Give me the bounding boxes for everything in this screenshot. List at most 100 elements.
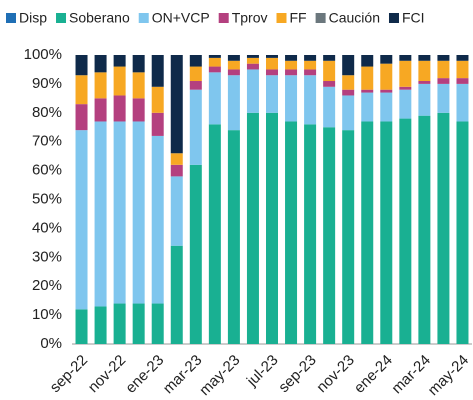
bar-segment [361, 55, 374, 67]
legend-label: FF [290, 10, 307, 26]
bar-segment [189, 81, 202, 90]
legend-swatch [6, 13, 16, 23]
bar-segment [189, 55, 202, 67]
bar-segment [170, 164, 183, 177]
legend-label: Disp [19, 10, 47, 26]
bar-segment [151, 86, 164, 113]
bar-segment [399, 60, 412, 87]
bar-segment [208, 66, 221, 73]
bar-segment [399, 118, 412, 344]
bar-segment [113, 95, 126, 122]
bar-segment [94, 72, 107, 99]
bar-segment [151, 55, 164, 87]
bar-segment [361, 121, 374, 344]
bar-segment [285, 121, 298, 344]
bar-segment [323, 81, 336, 87]
bar-segment [285, 75, 298, 122]
bar-segment [456, 78, 469, 84]
bar-segment [94, 98, 107, 122]
bar-segment [246, 63, 259, 70]
x-tick-label: may-24 [425, 352, 472, 399]
bar-segment [399, 55, 412, 61]
bar-segment [418, 55, 431, 61]
bar-segment [342, 55, 355, 76]
bar-segment [437, 83, 450, 113]
bar-segment [437, 78, 450, 84]
bar-segment [94, 306, 107, 344]
y-tick-label: 60% [32, 162, 62, 179]
bar-segment [285, 69, 298, 76]
y-tick-label: 80% [32, 104, 62, 121]
bar-segment [437, 60, 450, 79]
legend-swatch [276, 13, 287, 23]
bar-segment [380, 55, 393, 64]
legend-swatch [388, 13, 399, 23]
bar-segment [456, 121, 469, 344]
bar-segment [304, 69, 317, 76]
bar-segment [323, 86, 336, 128]
bar-segment [342, 95, 355, 131]
bar-segment [113, 66, 126, 96]
bar-segment [266, 75, 278, 113]
bar-segment [113, 303, 126, 344]
bar-segment [189, 164, 202, 344]
bar-segment [246, 55, 259, 58]
bar-segment [227, 60, 240, 70]
bar-segment [380, 63, 393, 90]
legend-label: Soberano [69, 10, 130, 26]
bar-segment [437, 112, 450, 344]
bar-segment [323, 127, 336, 344]
bar-segment [170, 153, 183, 165]
bar-segment [132, 55, 145, 73]
bar-segment [437, 55, 450, 61]
x-tick-label: ene-23 [122, 352, 167, 397]
bar-segment [380, 89, 393, 93]
x-tick-label: nov-23 [313, 352, 357, 396]
bar-segment [342, 75, 355, 90]
bar-segment [266, 55, 278, 58]
bar-segment [342, 130, 355, 344]
bar-segment [170, 55, 183, 154]
bar-segment [304, 75, 317, 125]
y-tick-label: 20% [32, 277, 62, 294]
x-tick-label: ene-24 [351, 352, 396, 397]
bar-segment [246, 57, 259, 64]
bar-segment [323, 60, 336, 82]
bar-segment [266, 69, 278, 76]
legend-swatch [315, 13, 326, 23]
bar-segment [323, 55, 336, 61]
bar-segment [94, 121, 107, 307]
bar-segment [380, 121, 393, 344]
bar-segment [94, 55, 107, 73]
bar-segment [304, 124, 317, 344]
bar-segment [361, 66, 374, 90]
bar-segment [208, 55, 221, 58]
bar-segment [208, 72, 221, 125]
bar-segment [151, 303, 164, 344]
bar-segment [418, 60, 431, 82]
y-tick-label: 90% [32, 75, 62, 92]
bar-segment [285, 60, 298, 70]
y-tick-label: 40% [32, 219, 62, 236]
bar-segment [399, 89, 412, 119]
bar-segment [113, 55, 126, 67]
legend-label: Caución [329, 10, 380, 26]
y-tick-label: 100% [24, 46, 62, 63]
bar-segment [132, 98, 145, 122]
x-tick-label: nov-22 [85, 352, 129, 396]
bar-segment [75, 75, 88, 105]
bar-segment [75, 309, 88, 344]
bar-segment [266, 112, 278, 344]
bar-segment [208, 57, 221, 67]
bar-segment [246, 69, 259, 113]
bar-segment [304, 55, 317, 61]
bar-segment [361, 92, 374, 122]
bar-segment [266, 57, 278, 70]
x-tick-label: sep-23 [275, 352, 319, 396]
bar-segment [418, 81, 431, 84]
legend-swatch [218, 13, 229, 23]
bar-segment [208, 124, 221, 344]
bar-segment [113, 121, 126, 304]
bar-segment [75, 104, 88, 131]
bar-segment [227, 130, 240, 344]
